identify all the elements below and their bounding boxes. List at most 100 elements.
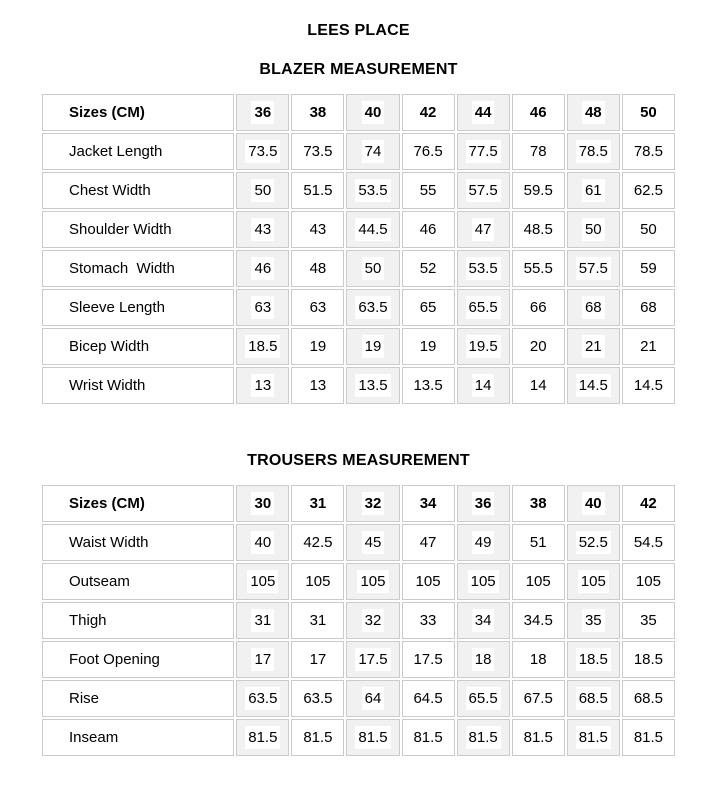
cell-text: 14.5 (630, 374, 667, 397)
blazer-section: BLAZER MEASUREMENT Sizes (CM) 36 38 40 42 44 4… (0, 61, 717, 406)
cell-text: 68.5 (575, 687, 611, 710)
size-column-header: 50 (621, 94, 675, 131)
cell-text: 81.5 (465, 726, 501, 749)
cell-text: 13 (251, 374, 275, 397)
measurement-row-label: Thigh (42, 602, 235, 639)
cell-text: 17.5 (355, 648, 391, 671)
trousers-section: TROUSERS MEASUREMENT Sizes (CM) 30 31 32 34 3… (0, 452, 717, 758)
cell-text: 36 (471, 492, 495, 515)
measurement-row: Outseam 105 105 105 105 105 105 105 105 (42, 563, 675, 600)
size-column-header: 48 (566, 94, 620, 131)
measurement-value-cell: 51.5 (291, 172, 345, 209)
measurement-value-cell: 47 (401, 524, 455, 561)
cell-text: 105 (357, 570, 389, 593)
size-column-header: 38 (291, 94, 345, 131)
cell-text: 18 (471, 648, 495, 671)
cell-text: 50 (361, 257, 385, 280)
measurement-value-cell: 19 (346, 328, 400, 365)
measurement-value-cell: 13 (236, 367, 290, 404)
cell-text: 57.5 (575, 257, 611, 280)
cell-text: 81.5 (630, 726, 667, 749)
cell-text: 65 (416, 296, 440, 319)
cell-text: 53.5 (355, 179, 391, 202)
cell-text: 63.5 (355, 296, 391, 319)
cell-text: 31 (251, 609, 275, 632)
measurement-value-cell: 48.5 (511, 211, 565, 248)
cell-text: 63 (306, 296, 330, 319)
measurement-value-cell: 18.5 (566, 641, 620, 678)
size-column-header: 40 (566, 485, 620, 522)
cell-text: 34 (416, 492, 440, 515)
measurement-value-cell: 50 (346, 250, 400, 287)
cell-text: Outseam (66, 570, 133, 593)
cell-text: 21 (637, 335, 660, 358)
measurement-value-cell: 55.5 (511, 250, 565, 287)
cell-text: 13 (306, 374, 330, 397)
cell-text: 68 (637, 296, 660, 319)
cell-text: 40 (581, 492, 605, 515)
cell-text: 105 (522, 570, 554, 593)
cell-text: 19.5 (465, 335, 501, 358)
measurement-value-cell: 18.5 (236, 328, 290, 365)
cell-text: 78.5 (575, 140, 611, 163)
cell-text: 105 (467, 570, 499, 593)
cell-text: 68 (581, 296, 605, 319)
cell-text: 55 (416, 179, 440, 202)
measurement-value-cell: 81.5 (346, 719, 400, 756)
measurement-value-cell: 64.5 (401, 680, 455, 717)
cell-text: 64.5 (410, 687, 446, 710)
cell-text: Shoulder Width (66, 218, 175, 241)
measurement-value-cell: 68 (621, 289, 675, 326)
measurement-value-cell: 81.5 (456, 719, 510, 756)
cell-text: 63.5 (300, 687, 336, 710)
measurement-value-cell: 105 (401, 563, 455, 600)
measurement-value-cell: 46 (236, 250, 290, 287)
cell-text: 40 (251, 531, 275, 554)
measurement-row: Rise 63.5 63.5 64 64.5 65.5 67.5 68.5 68.5 (42, 680, 675, 717)
measurement-value-cell: 76.5 (401, 133, 455, 170)
cell-text: 105 (302, 570, 334, 593)
cell-text: Jacket Length (66, 140, 166, 163)
cell-text: Chest Width (66, 179, 154, 202)
cell-text: Foot Opening (66, 648, 163, 671)
cell-text: 63.5 (245, 687, 281, 710)
page-title: LEES PLACE (307, 22, 410, 39)
measurement-value-cell: 65 (401, 289, 455, 326)
size-column-header: 31 (291, 485, 345, 522)
cell-text: 18.5 (575, 648, 611, 671)
cell-text: 13.5 (410, 374, 446, 397)
cell-text: 65.5 (465, 296, 501, 319)
measurement-value-cell: 35 (621, 602, 675, 639)
cell-text: 18 (526, 648, 550, 671)
cell-text: 63 (251, 296, 275, 319)
cell-text: 42.5 (300, 531, 336, 554)
cell-text: 17.5 (410, 648, 446, 671)
measurement-value-cell: 19 (401, 328, 455, 365)
cell-text: 64 (361, 687, 385, 710)
size-column-header: 32 (346, 485, 400, 522)
measurement-row: Shoulder Width 43 43 44.5 46 47 48.5 50 50 (42, 211, 675, 248)
measurement-row-label: Rise (42, 680, 235, 717)
cell-text: 38 (306, 101, 330, 124)
cell-text: Wrist Width (66, 374, 149, 397)
cell-text: 31 (306, 609, 330, 632)
measurement-value-cell: 55 (401, 172, 455, 209)
measurement-value-cell: 35 (566, 602, 620, 639)
measurement-value-cell: 14 (511, 367, 565, 404)
cell-text: 30 (251, 492, 275, 515)
cell-text: 14 (526, 374, 550, 397)
measurement-value-cell: 46 (401, 211, 455, 248)
cell-text: 50 (581, 218, 605, 241)
measurement-value-cell: 63.5 (346, 289, 400, 326)
measurement-value-cell: 51 (511, 524, 565, 561)
measurement-value-cell: 19.5 (456, 328, 510, 365)
measurement-value-cell: 64 (346, 680, 400, 717)
measurement-value-cell: 32 (346, 602, 400, 639)
measurement-value-cell: 81.5 (621, 719, 675, 756)
cell-text: 62.5 (630, 179, 667, 202)
cell-text: Thigh (66, 609, 110, 632)
measurement-value-cell: 53.5 (456, 250, 510, 287)
measurement-row: Inseam 81.5 81.5 81.5 81.5 81.5 81.5 81.5 81.5 (42, 719, 675, 756)
size-column-header: 42 (621, 485, 675, 522)
cell-text: 42 (637, 492, 660, 515)
